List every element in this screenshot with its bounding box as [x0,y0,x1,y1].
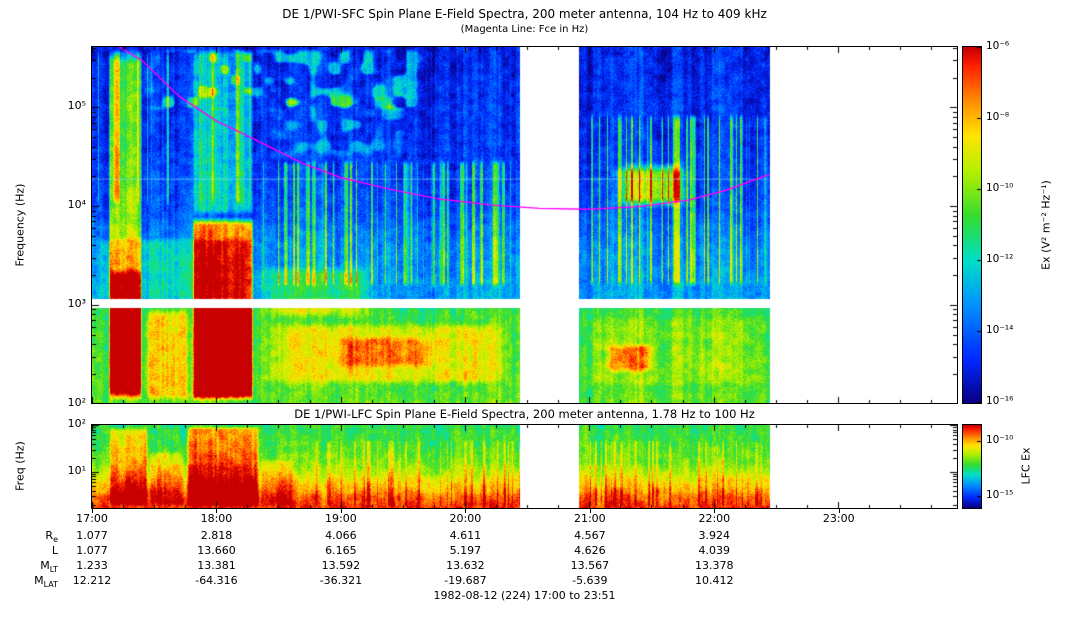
ephemeris-row-label: MLAT [34,574,58,590]
lfc-y-axis-label: Freq (Hz) [13,441,27,491]
x-axis-tick-label: 22:00 [698,512,731,525]
ephemeris-value: 6.165 [325,544,357,557]
sfc-colorbar-tick-label: 10⁻⁸ [986,111,1010,123]
sfc-colorbar-frame [962,46,982,404]
x-axis-tick-label: 17:00 [76,512,108,525]
ephemeris-value: 12.212 [72,574,112,587]
lfc-colorbar [963,425,981,508]
x-axis-tick-mark [465,509,467,513]
ephemeris-value: -19.687 [444,574,487,587]
ephemeris-value: 13.378 [695,559,734,572]
ephemeris-value: 13.592 [321,559,361,572]
sfc-spectrogram [92,47,957,403]
x-axis-tick-mark [589,509,591,513]
ephemeris-row-label: MLT [40,559,58,575]
sfc-colorbar [963,47,981,403]
sfc-y-axis-label: Frequency (Hz) [13,183,27,267]
sfc-colorbar-tick-label: 10⁻¹² [986,253,1014,265]
sfc-panel-title: DE 1/PWI-SFC Spin Plane E-Field Spectra,… [282,7,767,21]
ephemeris-row-label: Re [45,529,58,545]
lfc-y-tick-label: 10¹ [67,463,86,477]
ephemeris-value: 4.039 [698,544,731,557]
ephemeris-row-label: L [51,544,58,557]
x-axis-tick-mark [714,509,716,513]
ephemeris-value: 1.233 [76,559,108,572]
ephemeris-value: 4.611 [449,529,482,542]
ephemeris-value: 4.626 [574,544,606,557]
lfc-plot-frame [91,424,958,509]
ephemeris-value: -36.321 [319,574,363,587]
ephemeris-value: 13.660 [197,544,236,557]
lfc-colorbar-tick-label: 10⁻¹⁰ [986,433,1014,446]
sfc-y-tick-label: 10⁵ [67,99,86,113]
ephemeris-value: 3.924 [698,529,731,542]
lfc-colorbar-label: LFC Ex [1019,447,1033,485]
x-axis-tick-label: 18:00 [200,512,233,525]
lfc-colorbar-tick-label: 10⁻¹⁵ [986,489,1014,502]
ephemeris-value: 2.818 [200,529,233,542]
lfc-spectrogram [92,425,957,508]
lfc-colorbar-frame [962,424,982,509]
sfc-colorbar-tick-label: 10⁻⁶ [986,40,1010,52]
x-axis-tick-label: 20:00 [449,512,482,525]
sfc-colorbar-tick-label: 10⁻¹⁴ [986,324,1014,336]
lfc-panel-title: DE 1/PWI-LFC Spin Plane E-Field Spectra,… [294,407,755,421]
x-axis-tick-label: 23:00 [822,512,855,525]
ephemeris-value: 1.077 [76,544,108,557]
x-axis-tick-mark [340,509,342,513]
sfc-colorbar-tick-label: 10⁻¹⁶ [986,395,1014,407]
ephemeris-value: 10.412 [695,574,734,587]
x-axis-tick-mark [838,509,840,513]
ephemeris-value: 5.197 [449,544,482,557]
x-axis-tick-label: 19:00 [325,512,357,525]
sfc-colorbar-label: Ex (V² m⁻² Hz⁻¹) [1039,180,1053,270]
ephemeris-value: -64.316 [195,574,238,587]
ephemeris-value: 13.381 [197,559,236,572]
x-axis-tick-label: 21:00 [573,512,606,525]
sfc-plot-frame [91,46,958,404]
ephemeris-value: 1.077 [76,529,108,542]
ephemeris-value: -5.639 [572,574,608,587]
x-axis-tick-mark [216,509,218,513]
ephemeris-value: 4.567 [574,529,606,542]
sfc-colorbar-tick-label: 10⁻¹⁰ [986,182,1014,194]
sfc-y-tick-label: 10⁴ [67,198,86,212]
figure-subtitle: (Magenta Line: Fce in Hz) [460,24,589,35]
ephemeris-value: 4.066 [325,529,357,542]
ephemeris-value: 13.567 [570,559,610,572]
date-range-label: 1982-08-12 (224) 17:00 to 23:51 [433,589,616,602]
sfc-y-tick-label: 10² [67,395,86,409]
sfc-y-tick-label: 10³ [67,296,86,310]
ephemeris-value: 13.632 [446,559,485,572]
lfc-y-tick-label: 10² [67,417,86,430]
x-axis-tick-mark [92,509,93,513]
